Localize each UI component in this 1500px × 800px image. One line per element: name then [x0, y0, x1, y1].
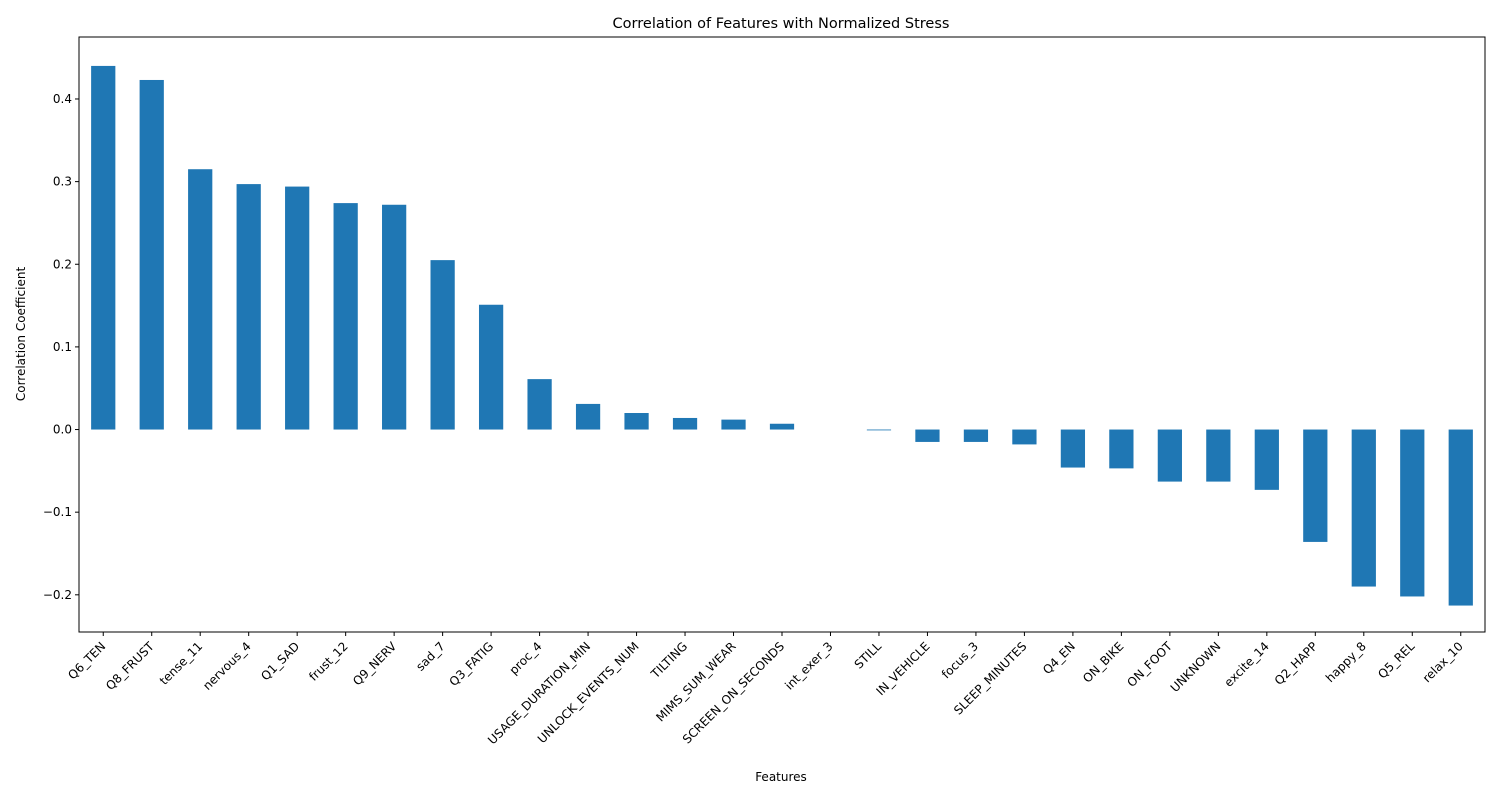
bar-focus_3	[963, 429, 989, 442]
bar-Q5_REL	[1400, 429, 1425, 597]
y-tick-label: 0.0	[53, 423, 72, 437]
bar-Q6_TEN	[91, 65, 116, 430]
x-tick-label: Q3_FATIG	[446, 639, 496, 689]
x-tick-label: Q9_NERV	[350, 639, 400, 689]
bar-ON_FOOT	[1157, 429, 1182, 482]
y-axis-title: Correlation Coefficient	[14, 267, 28, 402]
y-tick-label: 0.1	[53, 340, 72, 354]
bar-SCREEN_ON_SECONDS	[769, 423, 795, 430]
x-tick-label: tense_11	[157, 639, 206, 688]
x-axis-title: Features	[755, 770, 807, 784]
x-tick-label: proc_4	[507, 639, 545, 677]
bar-excite_14	[1254, 429, 1279, 490]
bar-UNLOCK_EVENTS_NUM	[624, 413, 649, 430]
bar-frust_12	[333, 203, 358, 430]
bar-ON_BIKE	[1109, 429, 1134, 469]
x-tick-label: TILTING	[648, 639, 690, 681]
bar-Q1_SAD	[285, 186, 310, 430]
bar-Q8_FRUST	[139, 79, 164, 430]
x-tick-label: ON_FOOT	[1124, 639, 1175, 690]
x-tick-label: SCREEN_ON_SECONDS	[680, 639, 787, 746]
bar-Q2_HAPP	[1303, 429, 1328, 542]
bar-relax_10	[1448, 429, 1473, 606]
bar-UNKNOWN	[1206, 429, 1231, 482]
x-tick-label: UNLOCK_EVENTS_NUM	[535, 639, 642, 746]
bar-sad_7	[430, 260, 455, 430]
bar-Q3_FATIG	[478, 304, 504, 430]
x-tick-label: excite_14	[1221, 639, 1271, 689]
bar-MIMS_SUM_WEAR	[721, 419, 746, 430]
x-tick-label: STILL	[852, 639, 885, 672]
x-tick-label: Q2_HAPP	[1272, 639, 1321, 688]
x-tick-label: Q6_TEN	[65, 639, 108, 682]
bar-Q9_NERV	[382, 204, 407, 430]
y-tick-label: 0.4	[53, 92, 72, 106]
x-tick-label: focus_3	[939, 639, 981, 681]
bar-IN_VEHICLE	[915, 429, 940, 442]
y-tick-label: 0.2	[53, 257, 72, 271]
y-tick-label: −0.1	[43, 505, 72, 519]
x-tick-label: frust_12	[306, 639, 351, 684]
x-tick-label: int_exer_3	[782, 639, 835, 692]
x-tick-label: nervous_4	[200, 639, 254, 693]
bar-SLEEP_MINUTES	[1012, 429, 1037, 445]
x-tick-label: Q8_FRUST	[103, 639, 157, 693]
x-tick-label: Q1_SAD	[258, 639, 302, 683]
bar-USAGE_DURATION_MIN	[575, 403, 601, 430]
bar-proc_4	[527, 379, 552, 430]
x-tick-label: UNKNOWN	[1168, 639, 1224, 695]
x-tick-label: Q4_EN	[1040, 639, 1078, 677]
bar-Q4_EN	[1060, 429, 1086, 468]
x-tick-label: happy_8	[1323, 639, 1369, 685]
x-tick-label: ON_BIKE	[1080, 639, 1126, 685]
bar-TILTING	[672, 417, 698, 430]
bar-nervous_4	[236, 184, 261, 430]
y-axis: −0.2 −0.1 0.0 0.1 0.2 0.3 0.4	[43, 92, 79, 602]
x-tick-label: Q5_REL	[1375, 639, 1417, 681]
bar-tense_11	[188, 169, 213, 430]
x-tick-label: relax_10	[1420, 639, 1466, 685]
bars-layer	[91, 65, 1473, 606]
chart-title: Correlation of Features with Normalized …	[613, 16, 950, 32]
bar-STILL	[866, 429, 892, 431]
bar-happy_8	[1351, 429, 1376, 587]
y-tick-label: 0.3	[53, 175, 72, 189]
y-tick-label: −0.2	[43, 588, 72, 602]
x-tick-label: sad_7	[413, 639, 448, 674]
